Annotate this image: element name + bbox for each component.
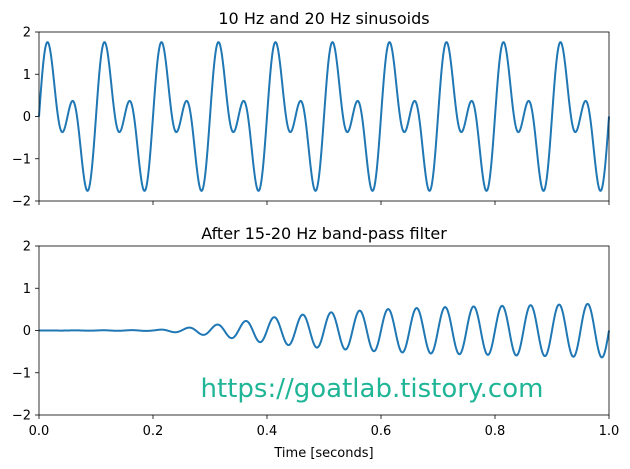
x-tick-label: 1.0 xyxy=(599,424,620,439)
top-plot: 10 Hz and 20 Hz sinusoids 2 1 0 −1 −2 xyxy=(12,9,610,210)
y-tick-label: 0 xyxy=(23,110,31,125)
top-plot-title: 10 Hz and 20 Hz sinusoids xyxy=(218,9,429,28)
y-tick-label: 2 xyxy=(23,26,31,41)
top-series-line xyxy=(38,41,610,192)
y-tick-label: 1 xyxy=(23,68,31,83)
watermark-text: https://goatlab.tistory.com xyxy=(201,374,544,404)
y-tick-label: −2 xyxy=(12,195,31,210)
bottom-x-axis-label: Time [seconds] xyxy=(273,446,373,461)
x-tick-label: 0.2 xyxy=(143,424,164,439)
y-tick-label: −2 xyxy=(12,409,31,424)
x-tick-label: 0.4 xyxy=(257,424,278,439)
y-tick-label: 2 xyxy=(23,240,31,255)
bottom-plot-title: After 15-20 Hz band-pass filter xyxy=(201,224,447,243)
x-tick-label: 0.6 xyxy=(371,424,392,439)
y-tick-label: −1 xyxy=(12,366,31,381)
bottom-plot: After 15-20 Hz band-pass filter 210−1−2 … xyxy=(12,224,620,461)
y-tick-label: 1 xyxy=(23,282,31,297)
x-tick-label: 0.8 xyxy=(485,424,506,439)
bottom-series-line xyxy=(38,302,610,359)
x-tick-label: 0.0 xyxy=(29,424,50,439)
y-tick-label: −1 xyxy=(12,152,31,167)
y-tick-label: 0 xyxy=(23,324,31,339)
